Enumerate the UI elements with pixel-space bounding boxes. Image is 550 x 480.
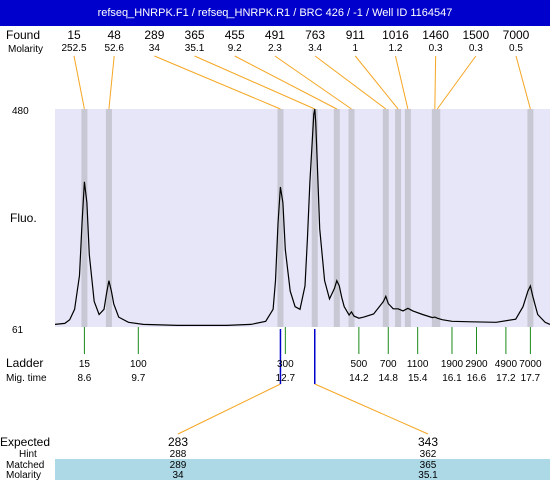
peak-leader-line [108,55,115,110]
peak-leader-line [314,55,387,110]
peak-band [348,109,355,327]
ladder-size: 2900 [465,359,488,370]
found-peak-molarity: 252.5 [61,43,86,54]
ladder-mig-time: 14.2 [349,373,369,384]
ladder-size: 1900 [441,359,464,370]
found-peak-size: 289 [144,28,164,42]
found-peak-size: 365 [185,28,205,42]
ladder-mig-time: 16.6 [467,373,487,384]
peak-leader-line [154,55,281,110]
peak-band [404,109,411,327]
peak-band [527,109,534,327]
matched-molarity: 35.1 [418,470,438,480]
expected-leader-line [177,383,281,435]
found-peak-size: 455 [225,28,245,42]
found-peak-molarity: 34 [149,43,161,54]
found-peak-size: 48 [108,28,122,42]
found-peak-size: 1460 [422,28,449,42]
matched-label: Matched [6,460,44,471]
ladder-mig-time: 12.7 [276,373,296,384]
ladder-mig-time: 16.1 [442,373,462,384]
found-peak-size: 911 [346,28,365,42]
peak-band [277,109,284,327]
found-peak-molarity: 1.2 [389,43,403,54]
y-axis-label: Fluo. [10,211,37,225]
matched-size: 365 [420,460,437,471]
found-peak-molarity: 0.3 [429,43,443,54]
ladder-size: 300 [277,359,294,370]
peak-band [311,109,318,327]
ladder-size: 15 [79,359,91,370]
ladder-size: 4900 [495,359,518,370]
ladder-label: Ladder [6,356,43,370]
ladder-mig-time: 14.8 [379,373,399,384]
peak-band [81,109,88,327]
peak-leader-line [394,55,409,110]
hint-label: Hint [19,449,37,460]
y-tick-max: 480 [12,106,29,117]
found-peak-molarity: 0.5 [509,43,523,54]
ladder-size: 100 [130,359,147,370]
peak-band [105,109,112,327]
fluorescence-trace [54,108,550,326]
window-title: refseq_HNRPK.F1 / refseq_HNRPK.R1 / BRC … [97,7,453,19]
peak-leader-line [354,55,399,110]
found-peak-molarity: 1 [352,43,358,54]
peak-band [333,109,340,327]
title-bar: refseq_HNRPK.F1 / refseq_HNRPK.R1 / BRC … [0,0,550,26]
found-peak-molarity: 52.6 [104,43,124,54]
ladder-mig-time: 17.7 [521,373,541,384]
found-label: Found [6,28,40,42]
hint-size: 288 [170,449,187,460]
ladder-mig-time: 9.7 [131,373,145,384]
peak-leader-line [73,55,85,110]
peak-leader-line [436,55,477,110]
peak-band [382,109,389,327]
peak-leader-line [274,55,352,110]
expected-leader-line [314,383,429,435]
found-peak-size: 763 [305,28,325,42]
matched-row-highlight [55,459,550,480]
ladder-size: 1100 [407,359,429,370]
matched-size: 289 [170,460,187,471]
peak-leader-line [434,55,437,110]
peak-band [395,109,402,327]
peak-band [434,109,441,327]
found-peak-molarity: 2.3 [268,43,282,54]
found-peak-molarity: 0.3 [469,43,483,54]
ladder-size: 7000 [519,359,542,370]
matched-molarity: 34 [172,470,184,480]
found-peak-size: 1016 [382,28,409,42]
expected-label: Expected [0,435,50,449]
peak-leader-line [234,55,338,110]
peak-leader-line [515,55,531,110]
ladder-size: 700 [380,359,397,370]
found-peak-size: 7000 [503,28,530,42]
peak-leader-line [194,55,315,110]
mig-time-label: Mig. time [6,373,47,384]
ladder-size: 500 [351,359,368,370]
y-tick-min: 61 [12,325,24,336]
hint-size: 362 [420,449,437,460]
found-peak-size: 491 [265,28,285,42]
expected-size: 283 [168,435,188,449]
found-peak-molarity: 9.2 [228,43,242,54]
bottom-molarity-label: Molarity [6,470,41,480]
found-peak-molarity: 35.1 [185,43,205,54]
ladder-mig-time: 15.4 [408,373,428,384]
ladder-mig-time: 17.2 [496,373,516,384]
found-peak-molarity: 3.4 [308,43,322,54]
molarity-label: Molarity [8,44,43,55]
found-peak-size: 15 [67,28,81,42]
plot-area [55,109,550,327]
ladder-mig-time: 8.6 [77,373,91,384]
expected-size: 343 [418,435,438,449]
found-peak-size: 1500 [462,28,489,42]
